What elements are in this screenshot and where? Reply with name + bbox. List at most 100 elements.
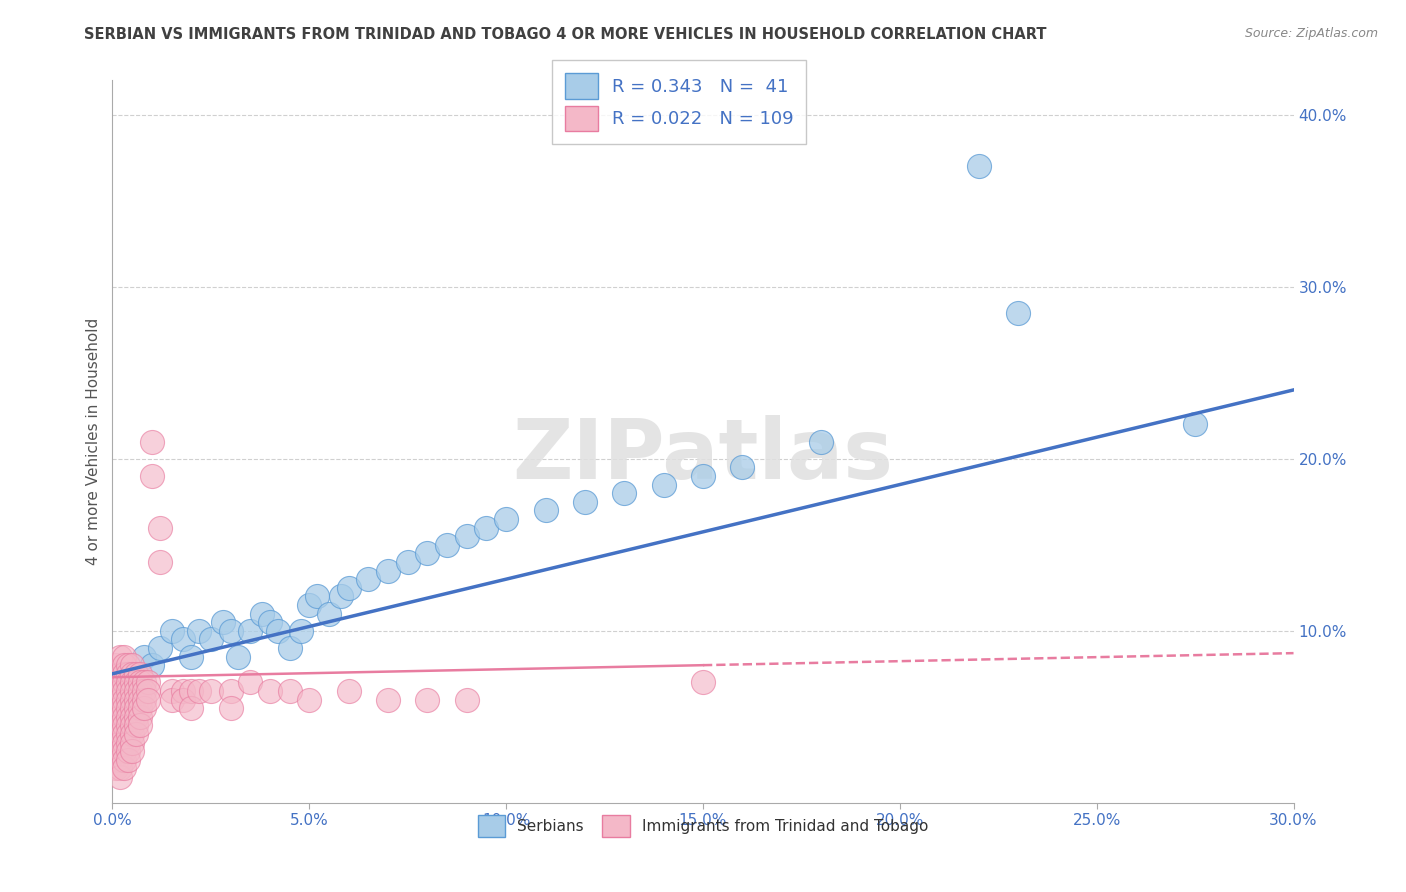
Point [132, 675, 155, 690]
Point [117, 744, 139, 758]
Point [121, 744, 143, 758]
Point [112, 692, 135, 706]
Point [180, 701, 202, 715]
Point [110, 666, 132, 681]
Point [337, 684, 360, 698]
Point [112, 666, 135, 681]
Point [318, 607, 340, 621]
Point [117, 735, 139, 749]
Point [259, 615, 281, 630]
Point [160, 692, 183, 706]
Point [652, 477, 675, 491]
Point [141, 434, 163, 449]
Point [129, 666, 152, 681]
Point [239, 624, 262, 638]
Point [337, 581, 360, 595]
Point [117, 753, 139, 767]
Text: Source: ZipAtlas.com: Source: ZipAtlas.com [1244, 27, 1378, 40]
Point [141, 469, 163, 483]
Point [172, 692, 194, 706]
Point [117, 718, 139, 732]
Point [125, 718, 148, 732]
Point [125, 675, 148, 690]
Point [112, 701, 135, 715]
Point [219, 701, 242, 715]
Point [112, 735, 135, 749]
Point [1184, 417, 1206, 432]
Point [129, 692, 152, 706]
Point [810, 434, 832, 449]
Point [105, 753, 128, 767]
Point [172, 684, 194, 698]
Point [117, 727, 139, 741]
Point [105, 727, 128, 741]
Point [105, 658, 128, 673]
Point [731, 460, 754, 475]
Point [125, 666, 148, 681]
Point [377, 564, 399, 578]
Point [298, 692, 321, 706]
Point [112, 684, 135, 698]
Point [188, 684, 211, 698]
Point [613, 486, 636, 500]
Point [132, 692, 155, 706]
Point [117, 658, 139, 673]
Point [290, 624, 312, 638]
Point [456, 529, 478, 543]
Point [105, 761, 128, 775]
Point [250, 607, 273, 621]
Legend: Serbians, Immigrants from Trinidad and Tobago: Serbians, Immigrants from Trinidad and T… [468, 805, 938, 846]
Point [132, 649, 155, 664]
Point [136, 675, 159, 690]
Point [692, 469, 714, 483]
Point [149, 520, 172, 534]
Point [112, 718, 135, 732]
Text: SERBIAN VS IMMIGRANTS FROM TRINIDAD AND TOBAGO 4 OR MORE VEHICLES IN HOUSEHOLD C: SERBIAN VS IMMIGRANTS FROM TRINIDAD AND … [84, 27, 1047, 42]
Point [307, 590, 329, 604]
Point [110, 727, 132, 741]
Y-axis label: 4 or more Vehicles in Household: 4 or more Vehicles in Household [86, 318, 101, 566]
Point [267, 624, 290, 638]
Point [200, 632, 222, 647]
Point [967, 159, 990, 173]
Point [110, 718, 132, 732]
Point [105, 744, 128, 758]
Point [110, 692, 132, 706]
Point [117, 666, 139, 681]
Point [129, 701, 152, 715]
Point [329, 590, 352, 604]
Point [239, 675, 262, 690]
Point [110, 770, 132, 784]
Point [121, 675, 143, 690]
Point [110, 744, 132, 758]
Point [105, 675, 128, 690]
Point [416, 546, 439, 560]
Point [377, 692, 399, 706]
Point [129, 710, 152, 724]
Point [121, 701, 143, 715]
Point [396, 555, 419, 569]
Point [110, 761, 132, 775]
Point [117, 701, 139, 715]
Point [456, 692, 478, 706]
Point [416, 692, 439, 706]
Point [121, 735, 143, 749]
Point [112, 753, 135, 767]
Point [180, 649, 202, 664]
Point [125, 684, 148, 698]
Point [110, 649, 132, 664]
Point [117, 675, 139, 690]
Point [110, 753, 132, 767]
Point [121, 684, 143, 698]
Point [105, 684, 128, 698]
Point [117, 692, 139, 706]
Point [121, 666, 143, 681]
Point [105, 718, 128, 732]
Point [475, 520, 498, 534]
Point [136, 684, 159, 698]
Point [228, 649, 250, 664]
Point [112, 658, 135, 673]
Text: ZIPatlas: ZIPatlas [513, 416, 893, 497]
Point [112, 761, 135, 775]
Point [149, 640, 172, 655]
